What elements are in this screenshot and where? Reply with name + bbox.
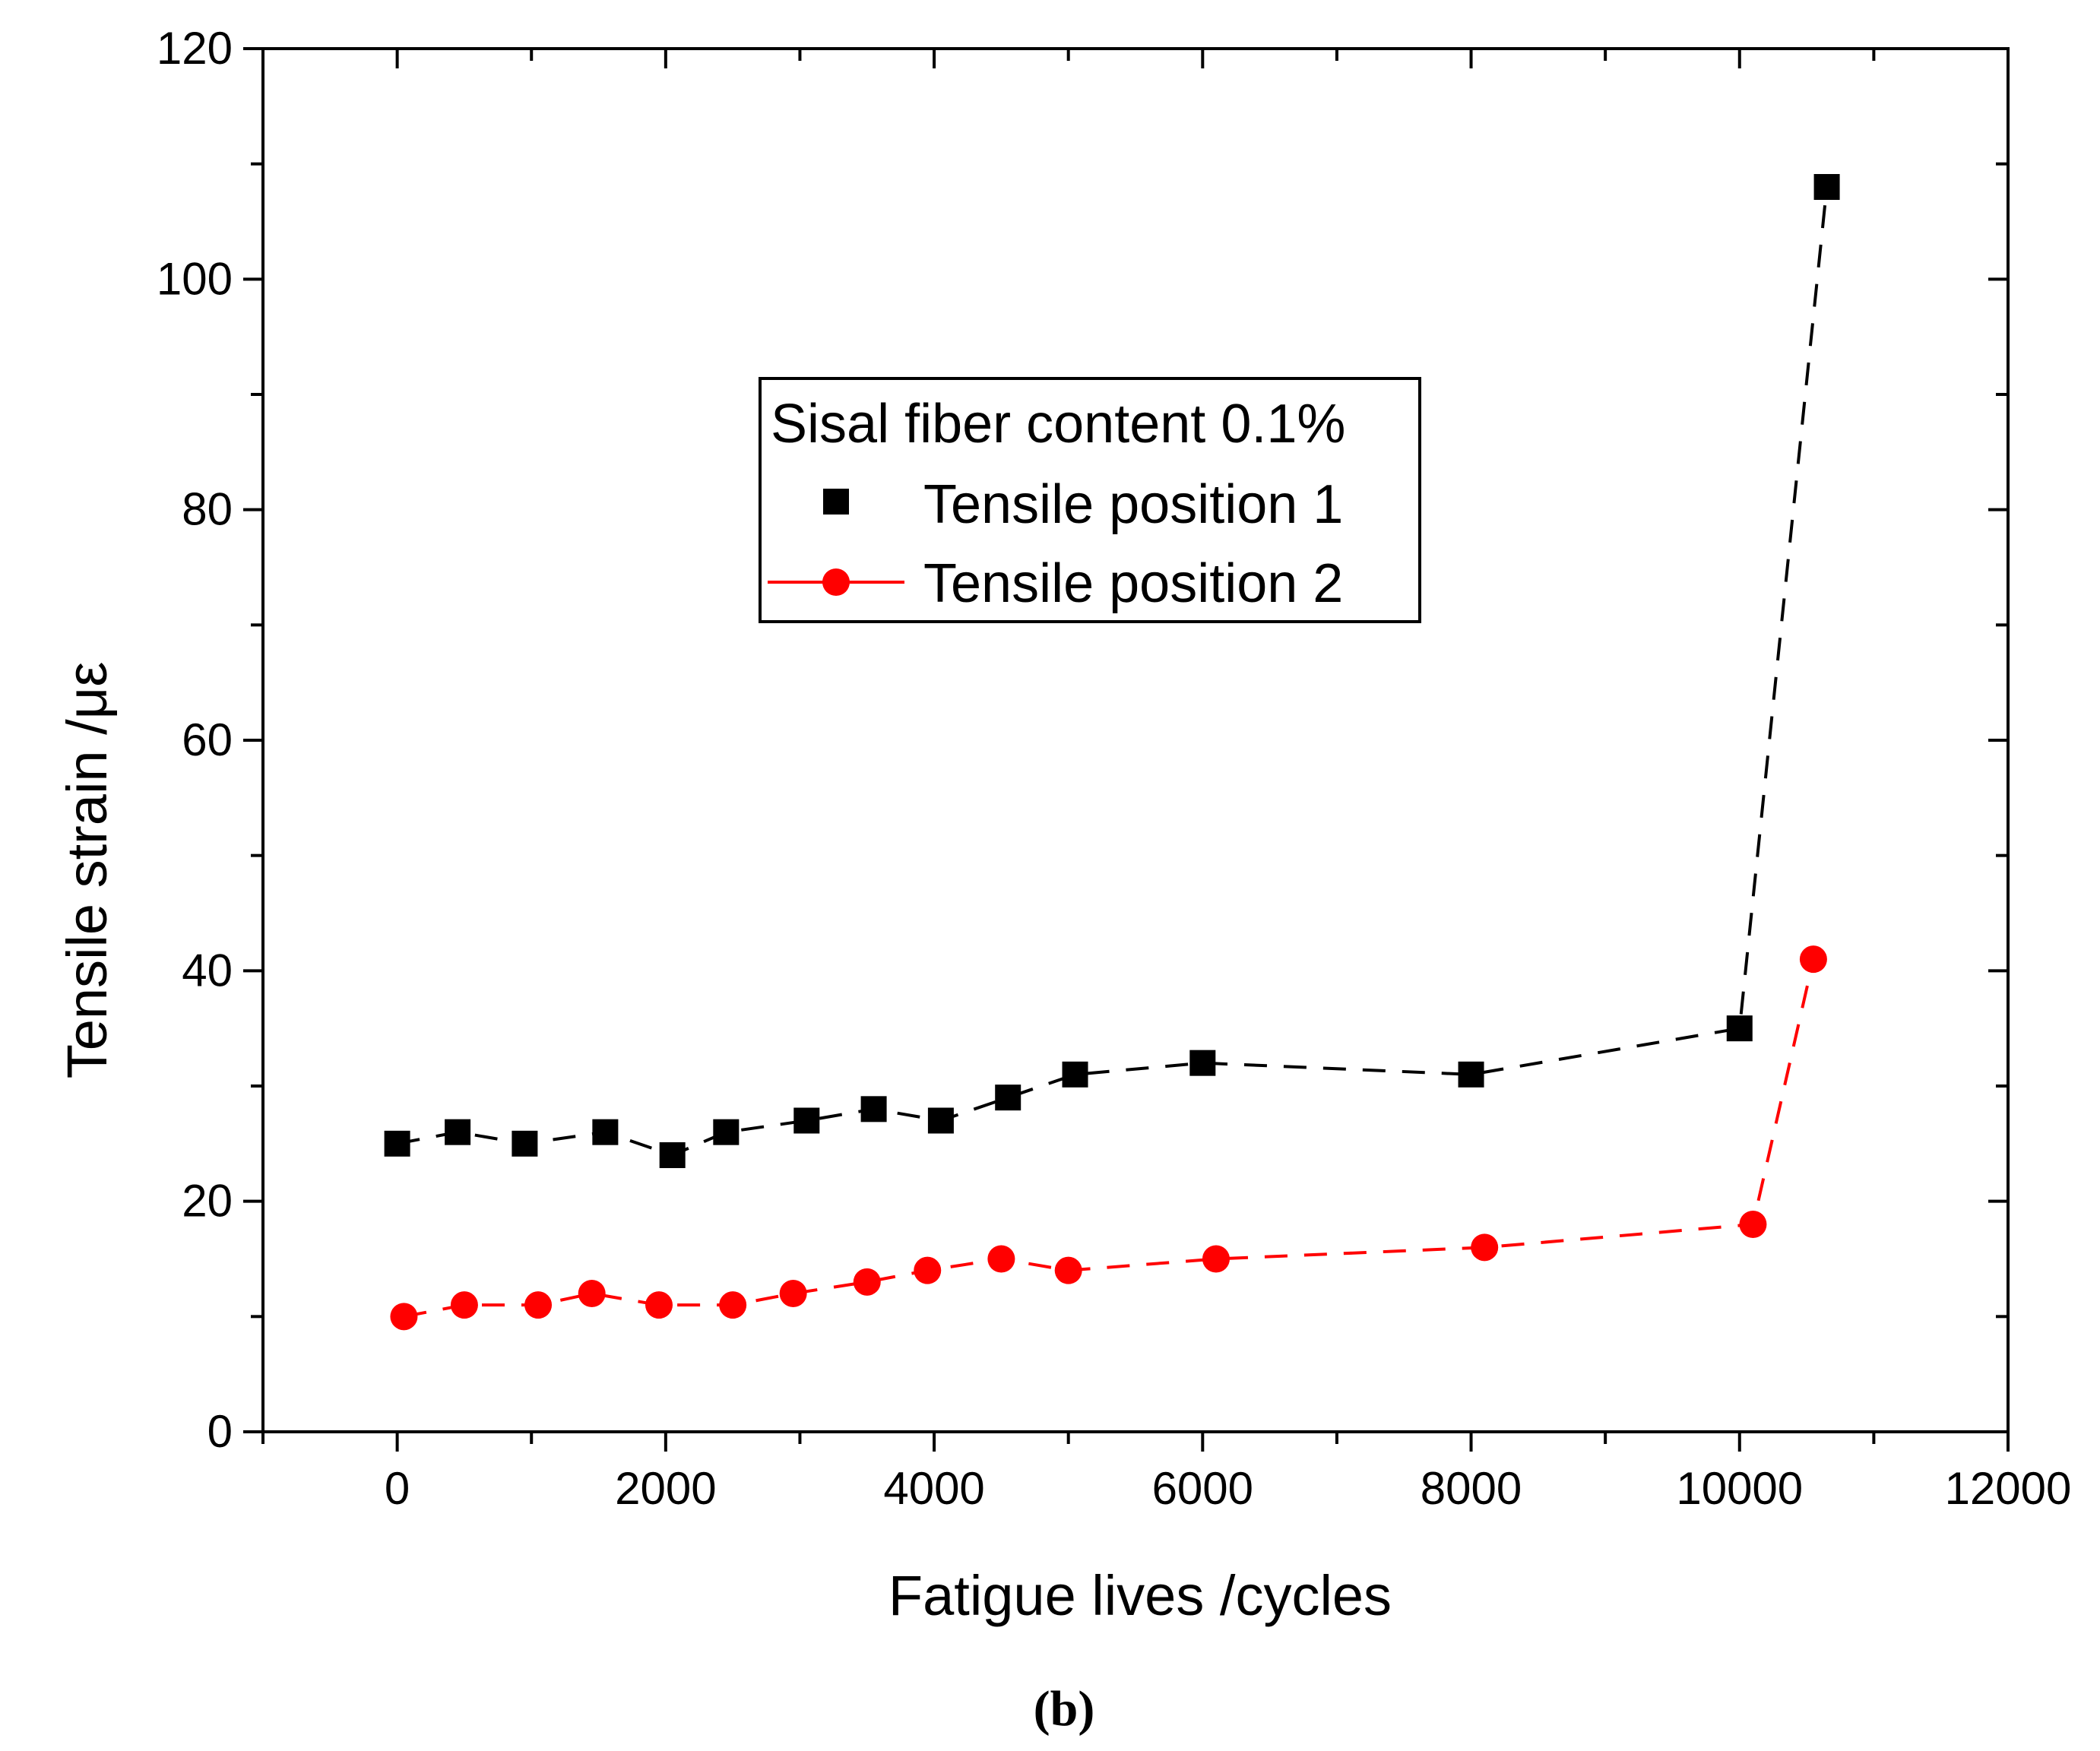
legend-marker-series-2 [822, 568, 850, 596]
x-tick-label: 10000 [1676, 1463, 1803, 1514]
series-layer [384, 174, 1840, 1331]
data-point-series-2 [1054, 1256, 1082, 1284]
series-line-2 [404, 958, 1815, 1319]
data-point-series-2 [390, 1303, 418, 1331]
y-tick-label: 120 [157, 23, 233, 74]
data-point-series-1 [1813, 174, 1840, 200]
data-point-series-2 [645, 1291, 673, 1319]
y-tick-label: 40 [182, 945, 233, 996]
legend-title: Sisal fiber content 0.1% [771, 394, 1345, 454]
data-point-series-1 [592, 1119, 619, 1145]
legend: Sisal fiber content 0.1% Tensile positio… [759, 377, 1421, 623]
data-point-series-2 [1202, 1245, 1230, 1273]
data-point-series-2 [450, 1291, 478, 1319]
data-point-series-2 [578, 1280, 606, 1307]
legend-label-series-1: Tensile position 1 [923, 474, 1343, 535]
data-point-series-1 [512, 1130, 538, 1157]
data-point-series-2 [853, 1268, 881, 1296]
x-tick-label: 6000 [1152, 1463, 1253, 1514]
data-point-series-1 [1726, 1015, 1753, 1042]
data-point-series-1 [1458, 1061, 1484, 1088]
data-point-series-1 [384, 1130, 410, 1157]
data-point-series-1 [659, 1142, 686, 1168]
x-tick-label: 12000 [1945, 1463, 2072, 1514]
x-tick-label: 2000 [615, 1463, 716, 1514]
data-point-series-1 [1062, 1061, 1088, 1088]
y-axis-title: Tensile strain /με [55, 662, 119, 1079]
y-tick-label: 0 [207, 1406, 233, 1457]
data-point-series-1 [445, 1119, 471, 1145]
legend-label-series-2: Tensile position 2 [923, 553, 1343, 614]
data-point-series-2 [1471, 1233, 1499, 1262]
y-tick-label: 80 [182, 484, 233, 535]
x-tick-label: 8000 [1421, 1463, 1522, 1514]
axis-ticks [243, 47, 2010, 1452]
data-point-series-1 [927, 1107, 954, 1134]
x-axis-title: Fatigue lives /cycles [888, 1564, 1392, 1627]
data-point-series-2 [719, 1291, 747, 1319]
data-point-series-2 [524, 1291, 553, 1319]
series-line-1 [397, 186, 1829, 1157]
x-tick-label: 0 [385, 1463, 410, 1514]
legend-marker-series-1 [823, 489, 849, 515]
data-point-series-2 [914, 1256, 942, 1284]
data-point-series-2 [987, 1245, 1015, 1273]
data-point-series-1 [860, 1096, 887, 1122]
data-point-series-2 [1739, 1211, 1767, 1238]
data-point-series-1 [793, 1107, 820, 1134]
data-point-series-1 [1189, 1050, 1216, 1076]
axis-tick-labels: 0 2000 4000 6000 8000 10000 12000 0 20 40 60 80 100 1… [157, 23, 2072, 1514]
y-tick-label: 100 [157, 253, 233, 304]
y-tick-label: 60 [182, 714, 233, 765]
data-point-series-1 [995, 1084, 1021, 1111]
x-tick-label: 4000 [883, 1463, 984, 1514]
data-point-series-2 [779, 1280, 807, 1307]
y-tick-label: 20 [182, 1176, 233, 1227]
data-point-series-1 [713, 1119, 740, 1145]
data-point-series-2 [1799, 945, 1827, 974]
figure-caption: (b) [1034, 1681, 1095, 1737]
